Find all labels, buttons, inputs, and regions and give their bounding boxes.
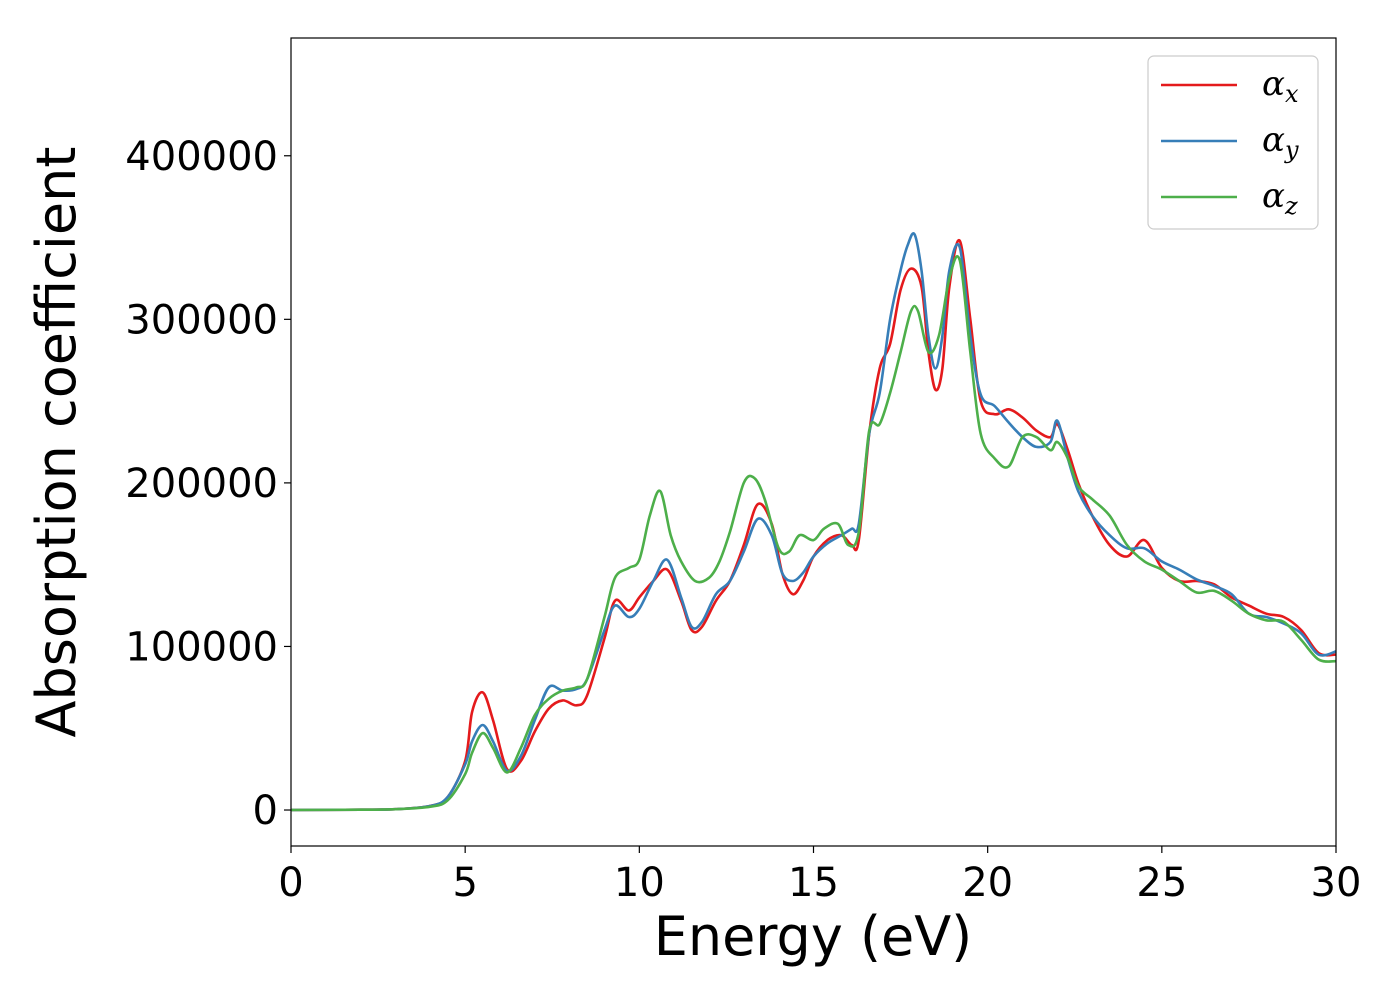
x-axis-ticks: 0 5 10 15 20 25 30 [278, 846, 1361, 906]
x-tick-label: 0 [278, 860, 303, 906]
x-tick-label: 15 [788, 860, 839, 906]
legend-label-z: αz [1262, 176, 1298, 220]
y-axis-title: Absorption coefficient [25, 147, 88, 738]
y-tick-label: 300000 [125, 297, 278, 343]
series-line-z [291, 255, 1336, 812]
x-tick-label: 20 [962, 860, 1013, 906]
y-tick-label: 400000 [125, 134, 278, 180]
y-axis-ticks: 0 100000 200000 300000 400000 [125, 134, 291, 834]
x-axis-title: Energy (eV) [654, 905, 973, 968]
legend-label-y: αy [1262, 120, 1299, 164]
series-line-x [291, 239, 1336, 812]
x-tick-label: 5 [452, 860, 477, 906]
legend-box [1147, 55, 1319, 230]
y-tick-label: 100000 [125, 624, 278, 670]
y-tick-label: 0 [253, 788, 278, 834]
legend: αx αy αz [1147, 55, 1319, 230]
x-tick-label: 30 [1311, 860, 1362, 906]
y-tick-label: 200000 [125, 461, 278, 507]
legend-label-x: αx [1262, 64, 1299, 108]
x-tick-label: 25 [1136, 860, 1187, 906]
series-layer [291, 232, 1336, 812]
x-tick-label: 10 [614, 860, 665, 906]
